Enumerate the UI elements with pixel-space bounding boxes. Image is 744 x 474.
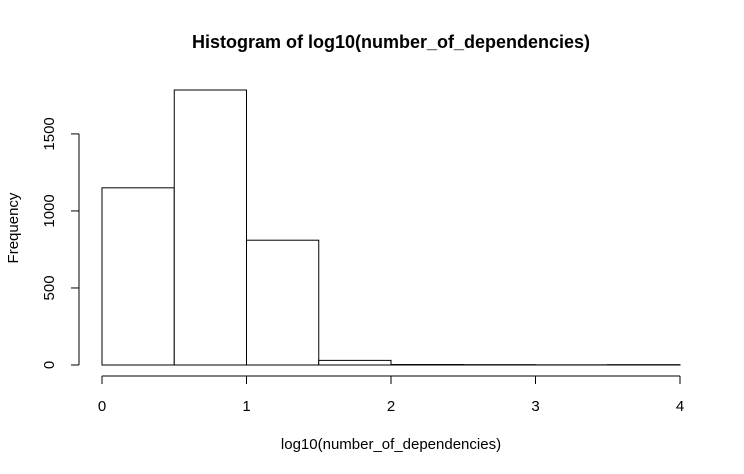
- bars-group: [101, 89, 681, 366]
- y-tick-label: 1000: [41, 194, 58, 227]
- x-tick-label: 4: [676, 398, 684, 415]
- x-tick-label: 3: [531, 398, 539, 415]
- histogram-bar-3: [318, 359, 392, 366]
- x-tick-label: 0: [98, 398, 106, 415]
- x-axis: 0 1 2 3 4: [98, 375, 684, 415]
- histogram-bar-0: [101, 187, 175, 366]
- x-tick-label: 2: [387, 398, 395, 415]
- y-tick-label: 1500: [41, 117, 58, 150]
- x-tick-label: 1: [242, 398, 250, 415]
- x-axis-label: log10(number_of_dependencies): [281, 436, 501, 453]
- chart-title: Histogram of log10(number_of_dependencie…: [192, 32, 590, 52]
- y-tick-label: 500: [41, 275, 58, 300]
- y-axis-label: Frequency: [5, 192, 22, 263]
- histogram-bar-2: [246, 239, 320, 366]
- y-tick-label: 0: [41, 361, 58, 369]
- y-axis: 0 500 1000 1500: [41, 117, 80, 369]
- histogram-bar-1: [173, 89, 247, 366]
